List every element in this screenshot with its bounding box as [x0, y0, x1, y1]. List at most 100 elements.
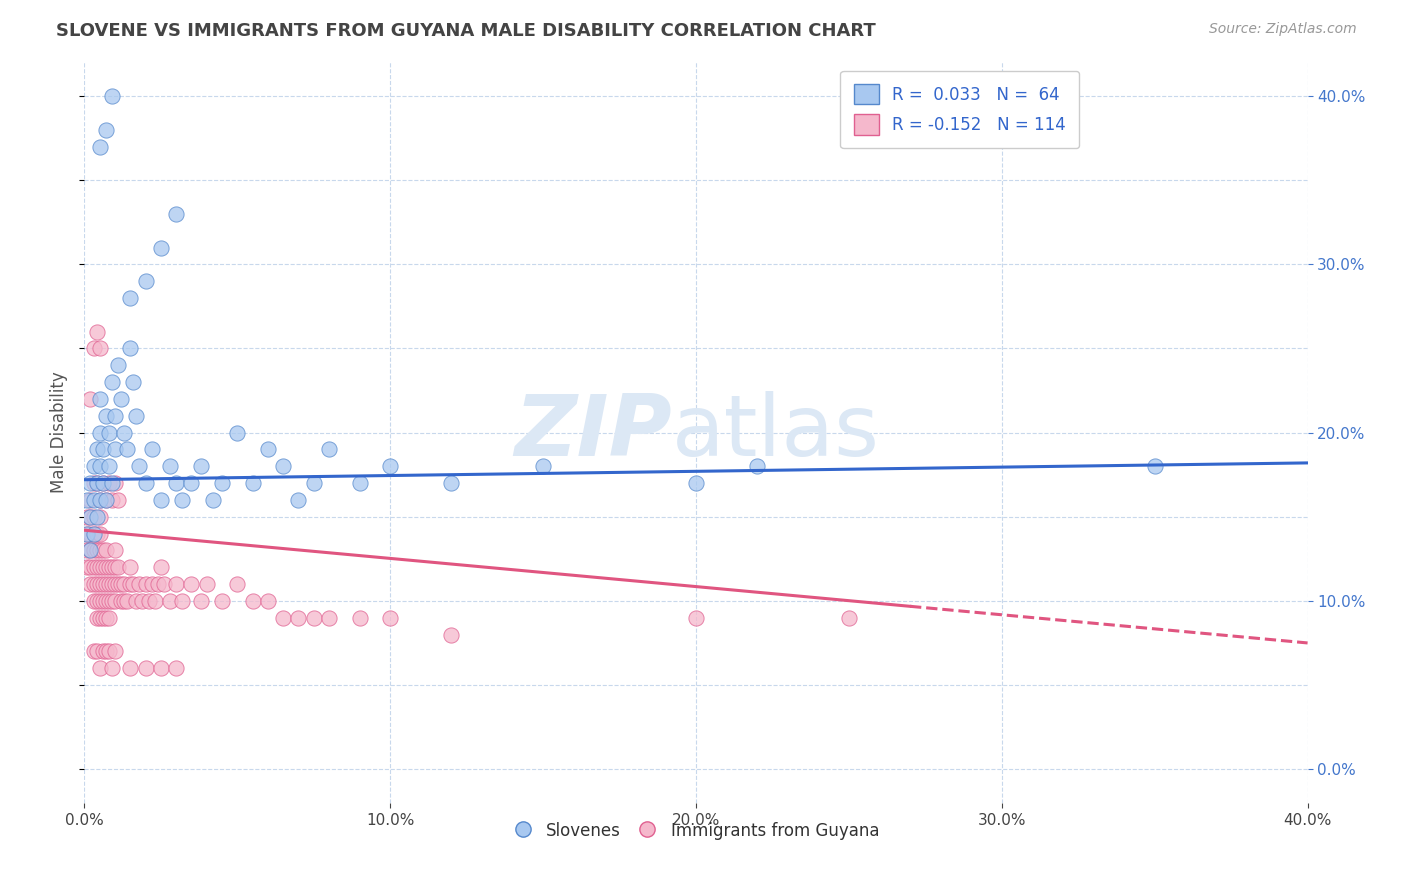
Point — [79, 543, 101, 558]
Point — [120, 577, 142, 591]
Point — [89, 560, 111, 574]
Point — [165, 207, 187, 221]
Point — [149, 560, 172, 574]
Point — [101, 594, 124, 608]
Point — [135, 577, 157, 591]
Point — [101, 89, 124, 103]
Point — [89, 492, 111, 507]
Point — [1143, 459, 1166, 474]
Point — [104, 442, 127, 457]
Point — [83, 594, 105, 608]
Point — [226, 577, 249, 591]
Point — [120, 291, 142, 305]
Point — [131, 594, 153, 608]
Point — [112, 594, 135, 608]
Point — [94, 594, 117, 608]
Point — [86, 476, 108, 491]
Point — [172, 492, 194, 507]
Point — [97, 476, 120, 491]
Point — [138, 594, 160, 608]
Point — [91, 476, 114, 491]
Point — [141, 442, 163, 457]
Point — [135, 661, 157, 675]
Point — [257, 442, 280, 457]
Point — [83, 476, 105, 491]
Point — [97, 577, 120, 591]
Point — [153, 577, 176, 591]
Point — [94, 560, 117, 574]
Point — [302, 476, 325, 491]
Point — [86, 644, 108, 658]
Point — [97, 560, 120, 574]
Point — [125, 594, 148, 608]
Point — [97, 459, 120, 474]
Point — [91, 560, 114, 574]
Point — [107, 359, 129, 373]
Point — [104, 560, 127, 574]
Point — [271, 610, 294, 624]
Point — [89, 577, 111, 591]
Point — [86, 610, 108, 624]
Point — [107, 560, 129, 574]
Point — [83, 526, 105, 541]
Point — [79, 560, 101, 574]
Point — [120, 342, 142, 356]
Point — [97, 594, 120, 608]
Point — [120, 661, 142, 675]
Point — [104, 594, 127, 608]
Point — [91, 543, 114, 558]
Point — [94, 492, 117, 507]
Point — [86, 476, 108, 491]
Point — [83, 526, 105, 541]
Point — [112, 425, 135, 440]
Point — [83, 342, 105, 356]
Point — [79, 509, 101, 524]
Point — [107, 492, 129, 507]
Point — [86, 577, 108, 591]
Point — [115, 442, 138, 457]
Point — [242, 476, 264, 491]
Point — [211, 594, 233, 608]
Point — [211, 476, 233, 491]
Point — [83, 644, 105, 658]
Point — [257, 594, 280, 608]
Text: Source: ZipAtlas.com: Source: ZipAtlas.com — [1209, 22, 1357, 37]
Text: SLOVENE VS IMMIGRANTS FROM GUYANA MALE DISABILITY CORRELATION CHART: SLOVENE VS IMMIGRANTS FROM GUYANA MALE D… — [56, 22, 876, 40]
Text: atlas: atlas — [672, 391, 880, 475]
Point — [165, 476, 187, 491]
Point — [440, 627, 463, 641]
Point — [83, 492, 105, 507]
Point — [86, 509, 108, 524]
Point — [89, 594, 111, 608]
Point — [89, 425, 111, 440]
Point — [101, 577, 124, 591]
Point — [349, 476, 371, 491]
Point — [104, 577, 127, 591]
Point — [172, 594, 194, 608]
Point — [101, 476, 124, 491]
Point — [531, 459, 554, 474]
Point — [110, 577, 132, 591]
Point — [83, 577, 105, 591]
Point — [287, 492, 309, 507]
Legend: Slovenes, Immigrants from Guyana: Slovenes, Immigrants from Guyana — [506, 814, 886, 847]
Point — [149, 240, 172, 254]
Point — [159, 594, 181, 608]
Point — [190, 594, 212, 608]
Y-axis label: Male Disability: Male Disability — [51, 372, 69, 493]
Point — [94, 492, 117, 507]
Point — [94, 122, 117, 136]
Point — [242, 594, 264, 608]
Point — [101, 560, 124, 574]
Point — [86, 442, 108, 457]
Point — [180, 476, 202, 491]
Point — [89, 139, 111, 153]
Point — [201, 492, 224, 507]
Point — [101, 661, 124, 675]
Point — [89, 543, 111, 558]
Point — [79, 577, 101, 591]
Point — [91, 644, 114, 658]
Point — [86, 543, 108, 558]
Point — [104, 543, 127, 558]
Point — [83, 459, 105, 474]
